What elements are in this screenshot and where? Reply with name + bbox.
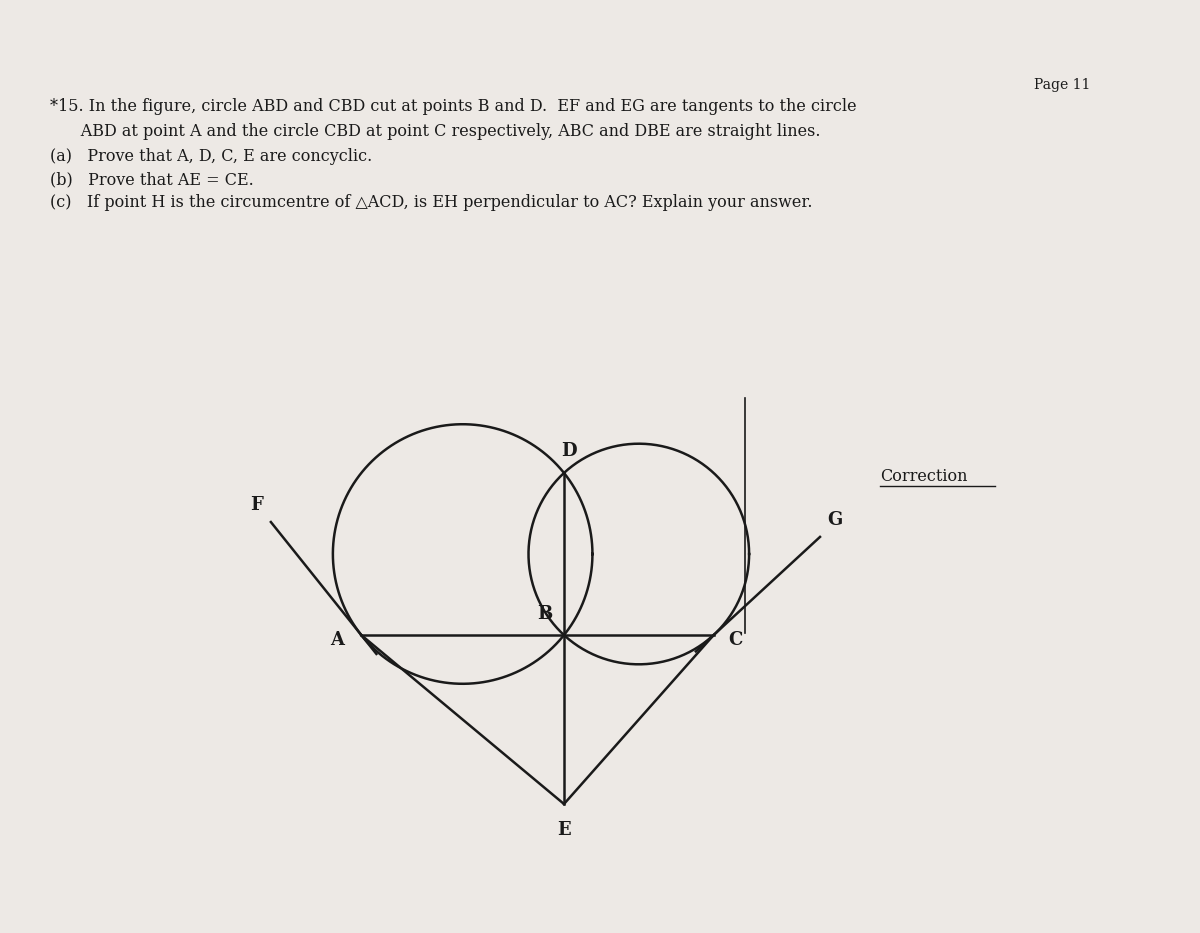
Text: E: E bbox=[557, 821, 571, 840]
Text: G: G bbox=[828, 511, 842, 529]
Text: (c)   If point H is the circumcentre of △ACD, is EH perpendicular to AC? Explain: (c) If point H is the circumcentre of △A… bbox=[50, 194, 812, 211]
Text: A: A bbox=[330, 631, 344, 649]
Text: F: F bbox=[251, 496, 263, 514]
Text: C: C bbox=[728, 631, 743, 649]
Text: Page 11: Page 11 bbox=[1033, 78, 1090, 92]
Text: ABD at point A and the circle CBD at point C respectively, ABC and DBE are strai: ABD at point A and the circle CBD at poi… bbox=[50, 123, 821, 140]
Text: *15. In the figure, circle ABD and CBD cut at points B and D.  EF and EG are tan: *15. In the figure, circle ABD and CBD c… bbox=[50, 98, 857, 115]
Text: B: B bbox=[538, 605, 552, 622]
Text: (a)   Prove that A, D, C, E are concyclic.: (a) Prove that A, D, C, E are concyclic. bbox=[50, 148, 372, 165]
Text: D: D bbox=[562, 442, 577, 460]
Text: Correction: Correction bbox=[880, 468, 967, 485]
Text: (b)   Prove that AE = CE.: (b) Prove that AE = CE. bbox=[50, 171, 253, 188]
